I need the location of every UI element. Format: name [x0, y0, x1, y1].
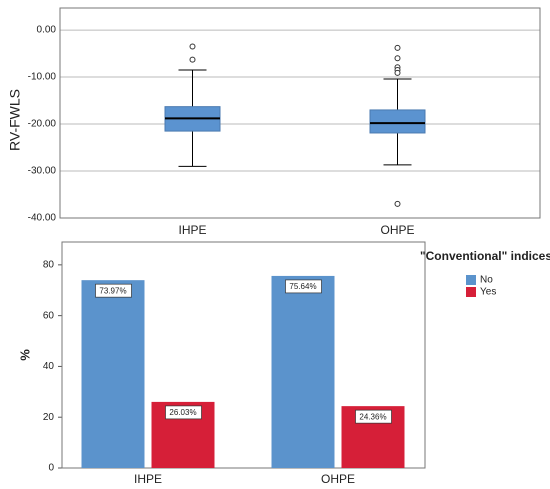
y-tick-label: 60: [43, 310, 55, 321]
outlier: [394, 44, 401, 51]
value-label: 73.97%: [99, 286, 126, 295]
y-tick-label: -30.00: [28, 166, 57, 177]
legend-swatch: [466, 287, 476, 297]
value-label-box: [95, 283, 132, 298]
value-label-box: [285, 279, 322, 294]
plot-frame: [61, 241, 426, 469]
x-tick-label: IHPE: [134, 472, 162, 486]
value-label-box: [165, 405, 202, 420]
y-tick-label: -10.00: [28, 72, 57, 83]
y-tick-label: 0: [48, 463, 54, 474]
y-tick-label: 20: [43, 412, 55, 423]
y-tick-label: -20.00: [28, 119, 57, 130]
legend-title: "Conventional" indices: [420, 249, 550, 263]
y-tick-label: 80: [43, 259, 55, 270]
legend-swatch: [466, 275, 476, 285]
outlier: [394, 55, 401, 62]
value-label-box: [355, 409, 392, 424]
y-axis-label: RV-FWLS: [7, 89, 23, 151]
value-label: 75.64%: [289, 282, 316, 291]
legend-label: Yes: [480, 287, 496, 298]
y-tick-label: -40.00: [28, 213, 57, 224]
outlier: [189, 56, 196, 63]
y-axis-label: %: [17, 349, 32, 361]
plot-frame: [59, 7, 541, 219]
value-label: 26.03%: [169, 408, 196, 417]
value-label: 24.36%: [359, 412, 386, 421]
x-tick-label: OHPE: [380, 223, 414, 237]
bar: [271, 275, 335, 468]
outlier: [189, 43, 196, 50]
box: [369, 109, 426, 134]
legend-label: No: [480, 275, 493, 286]
y-tick-label: 0.00: [37, 25, 57, 36]
x-tick-label: IHPE: [178, 223, 206, 237]
outlier: [394, 200, 401, 207]
y-tick-label: 40: [43, 361, 55, 372]
bar: [81, 280, 145, 468]
outlier: [394, 69, 401, 76]
x-tick-label: OHPE: [321, 472, 355, 486]
